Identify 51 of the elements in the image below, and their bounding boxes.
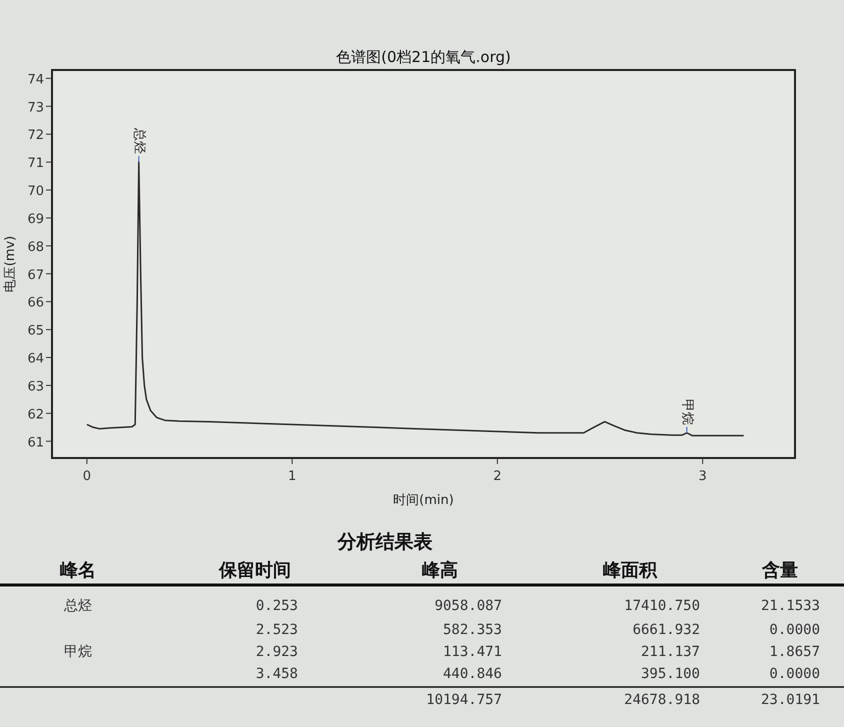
y-tick-label: 67 bbox=[27, 268, 44, 283]
text: 1.8657 bbox=[769, 644, 820, 660]
y-tick-label: 68 bbox=[27, 240, 44, 255]
y-tick-label: 69 bbox=[27, 212, 44, 227]
y-tick-label: 73 bbox=[27, 100, 44, 116]
text: 211.137 bbox=[640, 644, 700, 660]
text: 9058.087 bbox=[434, 598, 502, 614]
text: 峰面积 bbox=[603, 560, 658, 581]
text: 17410.750 bbox=[624, 598, 700, 614]
y-tick-label: 66 bbox=[27, 296, 44, 311]
text: 2.523 bbox=[256, 622, 298, 638]
text: 0.0000 bbox=[769, 666, 820, 682]
line-series bbox=[86, 161, 744, 436]
y-axis-title: 电压(mv) bbox=[3, 236, 18, 292]
y-tick-label: 65 bbox=[27, 324, 44, 339]
x-tick-label: 1 bbox=[288, 469, 296, 484]
y-tick-label: 71 bbox=[27, 156, 44, 172]
y-tick-label: 64 bbox=[27, 352, 44, 367]
y-tick-label: 72 bbox=[27, 128, 44, 144]
text: 保留时间 bbox=[218, 560, 291, 581]
annotation: 甲烷 bbox=[679, 398, 694, 425]
y-tick-label: 61 bbox=[27, 435, 44, 450]
x-tick-label: 0 bbox=[82, 469, 92, 484]
text: 582.353 bbox=[442, 622, 502, 638]
x-tick-label: 3 bbox=[698, 469, 707, 484]
text: 0.253 bbox=[256, 598, 298, 614]
x-tick-label: 2 bbox=[493, 469, 502, 484]
text: 3.458 bbox=[256, 666, 298, 682]
chart-title: 色谱图(0档21的氧气.org) bbox=[336, 48, 511, 66]
text: 峰高 bbox=[422, 560, 458, 581]
text: 21.1533 bbox=[760, 598, 820, 614]
text: 395.100 bbox=[640, 666, 700, 682]
text: 113.471 bbox=[442, 644, 502, 660]
text: 分析结果表 bbox=[336, 531, 434, 553]
text: 2.923 bbox=[256, 644, 298, 660]
text: 峰名 bbox=[60, 560, 96, 581]
text: 总烃 bbox=[63, 598, 92, 614]
text: 23.0191 bbox=[760, 692, 820, 708]
text: 24678.918 bbox=[624, 692, 700, 708]
y-tick-label: 63 bbox=[27, 379, 44, 394]
text: 含量 bbox=[761, 560, 798, 581]
x-axis-title: 时间(min) bbox=[393, 493, 454, 508]
y-tick-label: 70 bbox=[27, 184, 44, 200]
y-tick-label: 62 bbox=[27, 407, 44, 422]
y-tick-label: 74 bbox=[27, 72, 44, 88]
annotation: 总烃 bbox=[131, 127, 146, 154]
text: 10194.757 bbox=[426, 692, 502, 708]
text: 440.846 bbox=[442, 666, 502, 682]
text: 6661.932 bbox=[632, 622, 700, 638]
text: 甲烷 bbox=[64, 644, 92, 660]
text: 0.0000 bbox=[769, 622, 820, 638]
